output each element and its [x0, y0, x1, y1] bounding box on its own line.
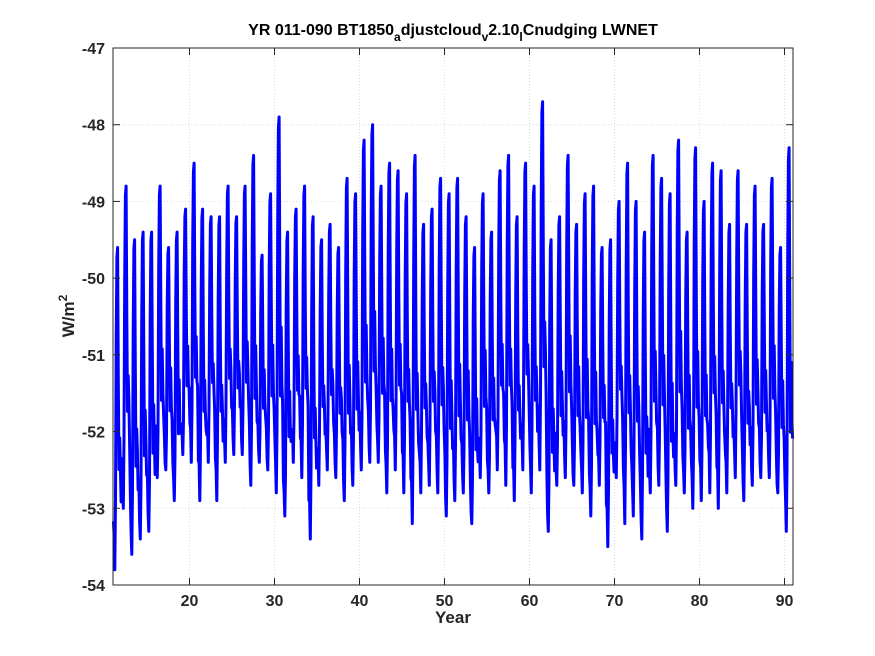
y-tick-label: -52: [82, 425, 105, 442]
chart-title: YR 011-090 BT1850adjustcloudv2.10lCnudgi…: [248, 22, 658, 44]
x-axis-label: Year: [435, 608, 471, 627]
plot-area: [113, 48, 793, 585]
x-tick-label: 40: [351, 593, 369, 610]
y-tick-label: -50: [82, 271, 105, 288]
y-tick-label: -49: [82, 194, 105, 211]
x-tick-label: 20: [181, 593, 199, 610]
series-layer: [111, 100, 795, 572]
series-line: [111, 100, 795, 572]
y-tick-label: -51: [82, 348, 105, 365]
y-tick-label: -48: [82, 118, 105, 135]
x-tick-label: 30: [266, 593, 284, 610]
x-tick-label: 90: [776, 593, 794, 610]
plot-frame: [112, 47, 794, 586]
y-axis-label: W/m2: [56, 294, 78, 337]
y-tick-label: -47: [82, 41, 105, 58]
y-tick-label: -53: [82, 501, 105, 518]
x-tick-label: 70: [606, 593, 624, 610]
ticks: 20 30 40 50 60 70 80 90 -54 -53 -52 -51 -50 -49 -48 -47: [82, 41, 794, 610]
x-tick-label: 50: [436, 593, 454, 610]
x-tick-label: 80: [691, 593, 709, 610]
x-tick-label: 60: [521, 593, 539, 610]
y-tick-label: -54: [82, 578, 105, 595]
